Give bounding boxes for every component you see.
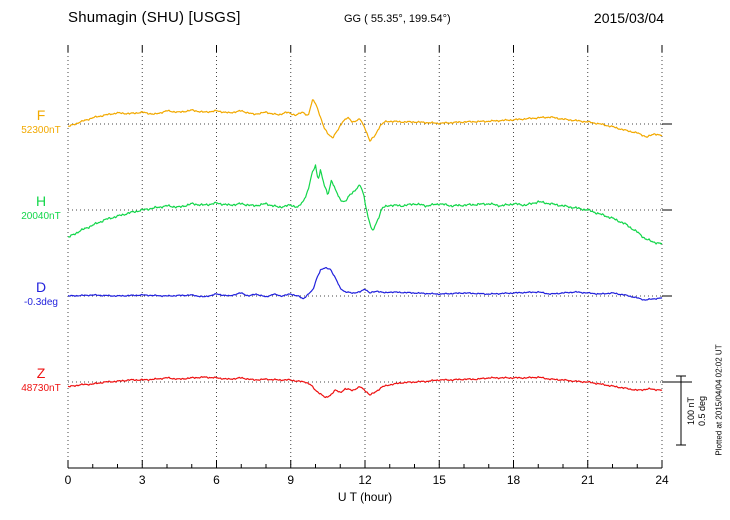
- x-tick-label: 24: [655, 473, 669, 487]
- channel-value-D: -0.3deg: [24, 297, 58, 308]
- trace-F: [68, 99, 663, 142]
- x-tick-label: 3: [139, 473, 146, 487]
- channel-label-Z: Z 48730nT: [12, 366, 70, 394]
- x-tick-label: 6: [213, 473, 220, 487]
- trace-H: [67, 164, 663, 245]
- channel-value-Z: 48730nT: [21, 383, 61, 394]
- plot-date: 2015/03/04: [593, 10, 664, 26]
- trace-Z: [67, 376, 663, 399]
- channel-letter-Z: Z: [36, 365, 46, 381]
- x-tick-label: 18: [507, 473, 521, 487]
- channel-letter-D: D: [35, 279, 47, 295]
- x-axis-label: U T (hour): [337, 490, 393, 504]
- channel-label-D: D -0.3deg: [12, 280, 70, 308]
- plotted-at-note: Plotted at 2015/04/04 02:02 UT: [714, 344, 724, 456]
- geographic-coordinates: GG ( 55.35°, 199.54°): [344, 13, 451, 25]
- channel-value-H: 20040nT: [21, 211, 61, 222]
- channel-value-F: 52300nT: [21, 125, 61, 136]
- trace-D: [67, 267, 663, 301]
- channel-label-H: H 20040nT: [12, 194, 70, 222]
- channel-letter-F: F: [36, 107, 46, 123]
- scalebar-deg-label: 0.5 deg: [697, 395, 707, 427]
- channel-letter-H: H: [35, 193, 47, 209]
- page-title: Shumagin (SHU) [USGS]: [68, 9, 241, 26]
- channel-label-F: F 52300nT: [12, 108, 70, 136]
- scalebar-nt-label: 100 nT: [686, 396, 696, 426]
- x-tick-label: 0: [65, 473, 72, 487]
- x-tick-label: 9: [287, 473, 294, 487]
- x-tick-label: 15: [433, 473, 447, 487]
- x-tick-label: 12: [358, 473, 372, 487]
- x-tick-label: 21: [581, 473, 595, 487]
